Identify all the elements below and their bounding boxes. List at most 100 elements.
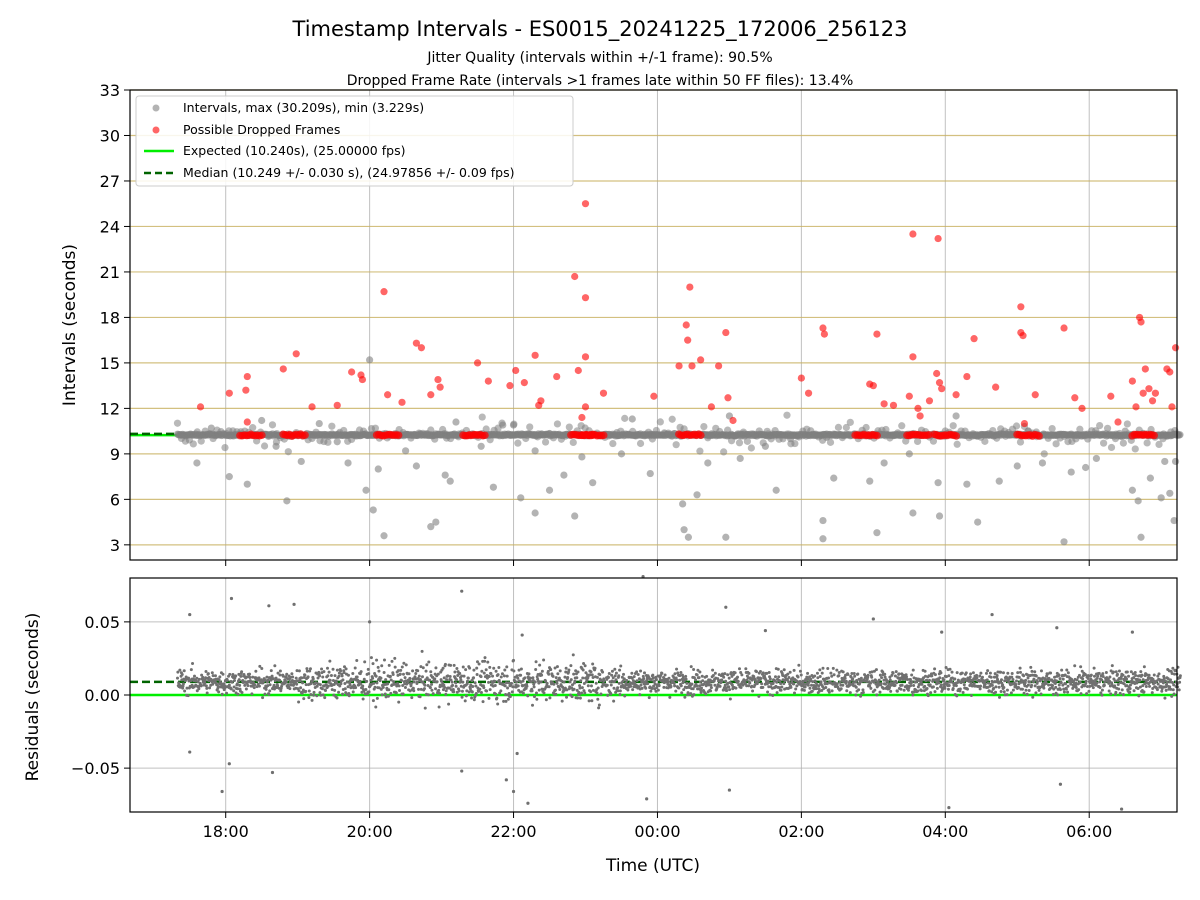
residual-point <box>686 693 690 697</box>
residual-point <box>654 678 658 682</box>
residual-point <box>455 678 459 682</box>
residual-point <box>455 666 459 670</box>
interval-point <box>882 425 890 434</box>
interval-point <box>708 430 716 438</box>
residual-point <box>460 689 464 693</box>
interval-point <box>340 426 348 435</box>
residual-point <box>350 678 354 682</box>
residual-point <box>355 675 359 679</box>
residual-point <box>485 689 489 693</box>
residual-point <box>1073 664 1077 668</box>
residual-point <box>1077 688 1081 692</box>
residual-point <box>472 698 476 702</box>
time-xtick-label-3: 00:00 <box>634 822 680 841</box>
residual-point <box>947 674 951 678</box>
residual-point <box>684 674 688 678</box>
residual-point <box>942 678 946 682</box>
residual-point <box>890 673 894 677</box>
residual-point <box>506 697 510 701</box>
residual-point <box>491 674 495 678</box>
residual-point <box>794 687 798 691</box>
intervals-ytick-label-4: 15 <box>100 354 120 373</box>
residual-point <box>616 686 620 690</box>
residual-outlier-point <box>292 602 296 606</box>
residual-point <box>598 673 602 677</box>
residual-point <box>421 666 425 670</box>
residual-point <box>795 684 799 688</box>
residual-point <box>652 679 656 683</box>
interval-point <box>333 438 341 446</box>
residual-point <box>310 679 314 683</box>
interval-point <box>935 512 944 520</box>
residual-point <box>610 673 614 677</box>
residual-point <box>205 686 209 690</box>
residual-point <box>1066 671 1070 675</box>
residual-point <box>1137 694 1141 698</box>
interval-point <box>506 431 514 439</box>
residual-point <box>583 664 587 668</box>
interval-point <box>1121 427 1129 435</box>
interval-point <box>1115 429 1124 438</box>
residual-point <box>578 696 582 700</box>
residual-point <box>531 676 535 680</box>
residual-point <box>508 695 512 699</box>
residual-point <box>557 685 561 689</box>
interval-point <box>205 430 213 438</box>
residual-point <box>318 691 322 695</box>
time-xtick-label-6: 06:00 <box>1066 822 1112 841</box>
interval-point <box>258 416 266 425</box>
residual-point <box>418 678 422 682</box>
interval-point <box>477 442 485 450</box>
residual-point <box>353 666 357 670</box>
residual-point <box>1051 684 1055 688</box>
residual-point <box>486 660 490 664</box>
residual-outlier-point <box>724 605 728 609</box>
residual-point <box>1042 686 1046 690</box>
residual-point <box>225 691 229 695</box>
interval-point <box>1103 424 1112 432</box>
residual-point <box>521 679 525 683</box>
residual-point <box>857 688 861 692</box>
dropped-frame-point <box>820 330 829 338</box>
interval-point <box>260 442 269 450</box>
residual-point <box>817 689 821 693</box>
dropped-frame-point <box>1166 368 1174 376</box>
residual-point <box>969 681 973 685</box>
residual-point <box>718 684 722 688</box>
residual-point <box>481 700 485 704</box>
interval-point <box>571 512 579 520</box>
residual-point <box>821 666 825 670</box>
residual-point <box>999 670 1003 674</box>
residual-point <box>928 683 932 687</box>
residual-point <box>696 668 700 672</box>
residual-point <box>1172 672 1176 676</box>
residual-point <box>281 674 285 678</box>
residual-point <box>540 673 544 677</box>
residual-point <box>685 681 689 685</box>
residual-point <box>969 693 973 697</box>
residual-point <box>813 674 817 678</box>
residual-point <box>1058 677 1062 681</box>
residual-outlier-point <box>511 789 516 794</box>
residual-point <box>995 674 999 678</box>
residual-point <box>760 682 764 686</box>
residual-point <box>1058 688 1062 692</box>
residual-point <box>669 684 673 688</box>
residual-point <box>744 667 748 671</box>
residual-point <box>727 685 731 689</box>
residual-point <box>207 676 211 680</box>
residual-point <box>697 676 701 680</box>
dropped-frame-point <box>1107 392 1115 400</box>
residual-outlier-point <box>1055 626 1059 630</box>
residual-point <box>450 680 454 684</box>
residual-point <box>305 669 309 673</box>
residual-point <box>398 689 402 693</box>
residual-point <box>954 684 958 688</box>
residual-point <box>519 667 523 671</box>
residual-point <box>1062 690 1066 694</box>
residual-point <box>751 689 755 693</box>
residual-point <box>1085 684 1089 688</box>
residual-point <box>396 669 400 673</box>
residual-point <box>1122 682 1126 686</box>
